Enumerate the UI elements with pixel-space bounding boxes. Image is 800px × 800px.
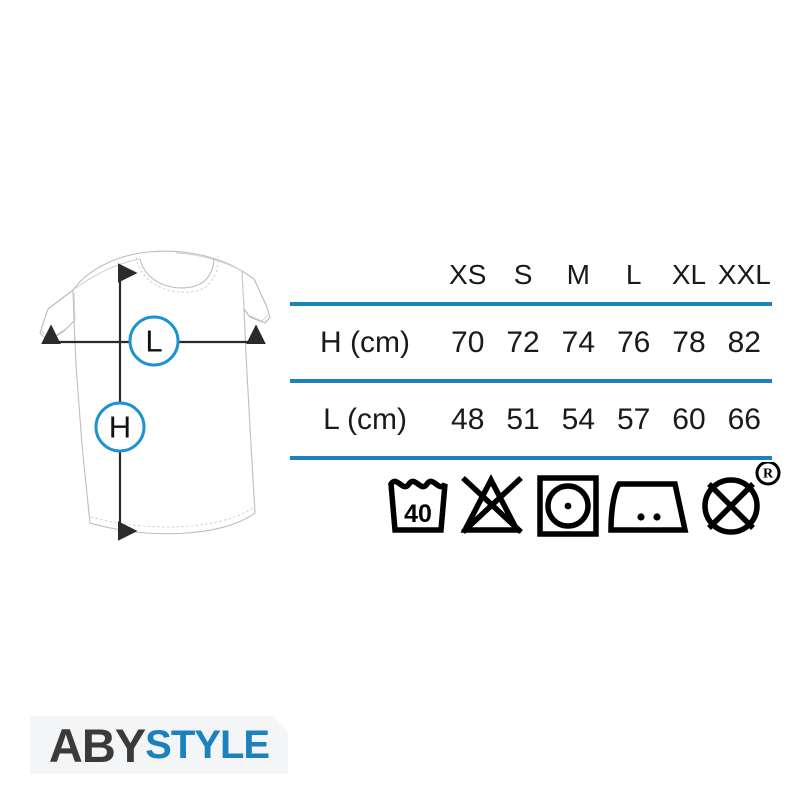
row-label-h: H (cm) [320, 325, 411, 359]
t-shirt-measurement-diagram: L H [18, 245, 318, 555]
header-size-s: S [513, 259, 533, 290]
table-row-length: L (cm) 48 51 54 57 60 66 [290, 383, 772, 456]
wash-temperature-label: 40 [404, 500, 432, 528]
measurements-table: XS S M L XL XXL H (cm) 70 72 74 76 78 [290, 248, 772, 460]
logo-text-style: STYLE [145, 723, 270, 767]
t-shirt-illustration: L H [39, 250, 271, 541]
divider-line [290, 379, 772, 383]
abystyle-logo: ABY STYLE [30, 716, 288, 774]
rule-bottom-cell [290, 456, 772, 460]
cell-h-xxl: 82 [727, 325, 761, 359]
header-corner-cell [290, 248, 440, 302]
left-sleeve-inner-line [73, 292, 76, 322]
do-not-bleach-icon [460, 474, 523, 535]
left-shoulder-seam [72, 258, 141, 291]
cell-h-m: 74 [561, 325, 596, 359]
width-marker-label: L [145, 324, 162, 359]
right-sleeve-inner-line [241, 272, 245, 309]
right-sleeve [241, 270, 271, 324]
left-sleeve [39, 289, 75, 342]
header-size-xl: XL [671, 259, 707, 290]
table-header-row: XS S M L XL XXL [290, 248, 772, 302]
registered-trademark-icon: R [755, 462, 781, 486]
header-size-xxl: XXL [717, 259, 771, 290]
header-size-m: M [566, 259, 590, 290]
table-rule-bottom [290, 456, 772, 460]
iron-two-dots-icon [608, 481, 689, 533]
cell-h-xl: 78 [672, 325, 706, 359]
height-marker-circle [94, 401, 146, 453]
registered-mark-label: R [763, 467, 774, 482]
tumble-dry-low-icon [537, 475, 599, 537]
table-rule-top [290, 302, 772, 306]
cell-l-l: 57 [616, 402, 651, 436]
divider-line [290, 302, 772, 306]
cell-l-xxl: 66 [727, 402, 761, 436]
cell-h-s: 72 [506, 325, 540, 359]
table-row-height: H (cm) 70 72 74 76 78 82 [290, 306, 772, 379]
header-size-xs: XS [449, 259, 487, 290]
right-sleeve-cuff [247, 314, 269, 322]
rule-top-cell [290, 302, 772, 306]
header-size-l: L [625, 259, 642, 290]
care-instruction-symbols: 40 [383, 462, 783, 547]
hem-stitch [90, 506, 255, 528]
rule-middle-cell [290, 379, 772, 383]
do-not-dry-clean-icon [702, 477, 760, 535]
cell-h-l: 76 [616, 325, 651, 359]
height-marker-label: H [109, 410, 131, 445]
cell-l-s: 51 [506, 402, 540, 436]
size-chart-table: XS S M L XL XXL H (cm) 70 72 74 76 78 [290, 248, 772, 460]
collar-stitch [135, 255, 219, 293]
cell-l-xs: 48 [451, 402, 485, 436]
table-rule-middle [290, 379, 772, 383]
wash-40-icon: 40 [388, 478, 448, 533]
cell-l-m: 54 [561, 402, 596, 436]
logo-text-aby: ABY [48, 718, 146, 772]
width-marker-circle [128, 315, 180, 367]
row-label-l: L (cm) [323, 402, 407, 436]
divider-line [290, 456, 772, 460]
cell-l-xl: 60 [672, 402, 706, 436]
collar-outline [139, 257, 215, 289]
cell-h-xs: 70 [451, 325, 485, 359]
right-shoulder-seam [175, 252, 243, 272]
